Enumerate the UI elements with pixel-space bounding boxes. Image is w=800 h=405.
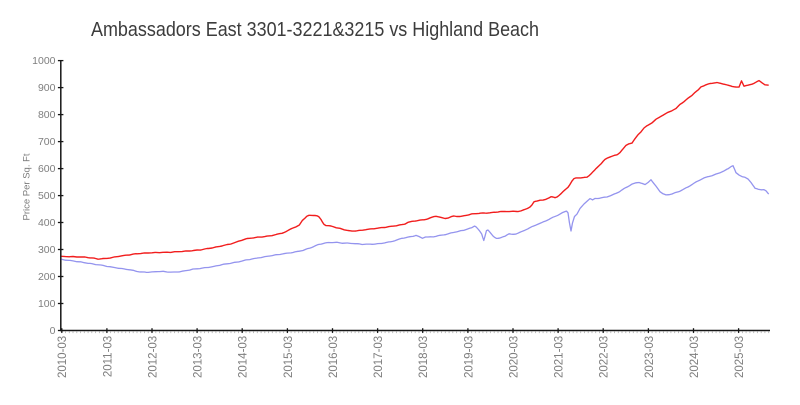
svg-text:2024-03: 2024-03 <box>689 336 701 378</box>
svg-text:600: 600 <box>38 163 56 175</box>
svg-text:2018-03: 2018-03 <box>418 336 430 378</box>
svg-text:2012-03: 2012-03 <box>148 336 160 378</box>
svg-text:400: 400 <box>38 217 56 229</box>
svg-text:2023-03: 2023-03 <box>644 336 656 378</box>
svg-text:2011-03: 2011-03 <box>102 336 114 377</box>
svg-text:100: 100 <box>38 298 56 310</box>
svg-text:2025-03: 2025-03 <box>734 336 746 378</box>
svg-text:2020-03: 2020-03 <box>509 336 521 378</box>
svg-text:500: 500 <box>38 190 56 202</box>
svg-text:2017-03: 2017-03 <box>373 336 385 378</box>
svg-text:1000: 1000 <box>32 55 56 67</box>
svg-text:Price Per Sq. Ft: Price Per Sq. Ft <box>22 153 33 220</box>
svg-text:2021-03: 2021-03 <box>554 336 566 378</box>
svg-text:2015-03: 2015-03 <box>283 336 295 378</box>
svg-text:300: 300 <box>38 244 56 256</box>
svg-text:800: 800 <box>38 109 56 121</box>
svg-text:700: 700 <box>38 136 56 148</box>
svg-text:2013-03: 2013-03 <box>193 336 205 378</box>
svg-text:900: 900 <box>38 82 56 94</box>
svg-text:Ambassadors East 3301-3221&321: Ambassadors East 3301-3221&3215 vs Highl… <box>91 19 539 41</box>
svg-text:2016-03: 2016-03 <box>328 336 340 378</box>
svg-text:0: 0 <box>50 325 56 337</box>
svg-text:200: 200 <box>38 271 56 283</box>
svg-text:2019-03: 2019-03 <box>463 336 475 378</box>
svg-text:2010-03: 2010-03 <box>57 336 69 378</box>
svg-text:2022-03: 2022-03 <box>599 336 611 378</box>
svg-text:2014-03: 2014-03 <box>238 336 250 378</box>
